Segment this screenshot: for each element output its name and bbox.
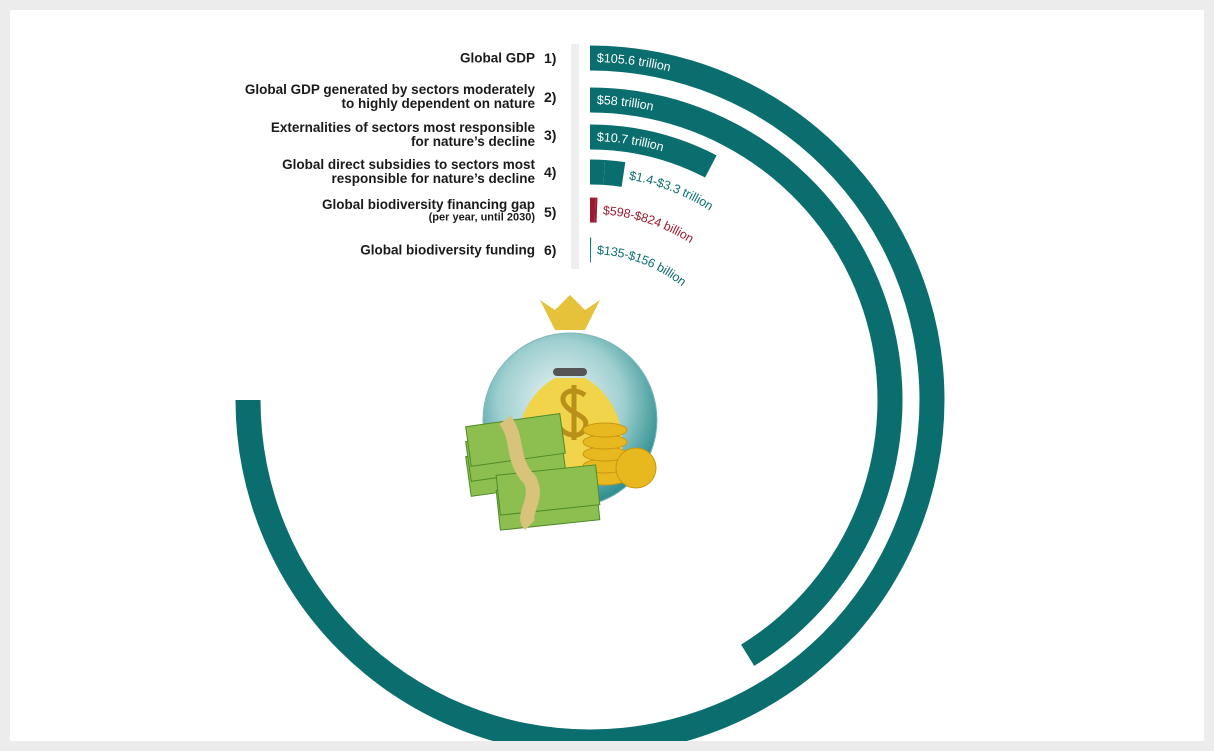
category-label: to highly dependent on nature bbox=[342, 96, 536, 111]
category-label: Global biodiversity financing gap bbox=[322, 197, 535, 212]
bar bbox=[590, 159, 606, 185]
item-number: 3) bbox=[544, 127, 556, 143]
bar bbox=[590, 87, 903, 666]
category-label: Global GDP generated by sectors moderate… bbox=[245, 82, 536, 97]
category-note: (per year, until 2030) bbox=[429, 212, 536, 224]
item-number: 2) bbox=[544, 89, 556, 105]
bar bbox=[590, 197, 596, 223]
money-icon bbox=[465, 295, 658, 531]
separator bbox=[571, 44, 579, 269]
bar bbox=[590, 124, 717, 178]
category-label: Global biodiversity funding bbox=[360, 243, 535, 258]
item-number: 4) bbox=[544, 164, 556, 180]
item-number: 1) bbox=[544, 50, 556, 66]
bar bbox=[603, 159, 626, 187]
category-label: Global GDP bbox=[460, 51, 535, 66]
item-number: 5) bbox=[544, 204, 556, 220]
item-number: 6) bbox=[544, 242, 556, 258]
bar bbox=[594, 197, 598, 223]
category-label: Externalities of sectors most responsibl… bbox=[271, 120, 536, 135]
plot bbox=[235, 45, 945, 741]
category-label: responsible for nature’s decline bbox=[331, 171, 535, 186]
category-label: Global direct subsidies to sectors most bbox=[282, 157, 535, 172]
category-label: for nature’s decline bbox=[411, 134, 536, 149]
bar bbox=[590, 237, 591, 263]
